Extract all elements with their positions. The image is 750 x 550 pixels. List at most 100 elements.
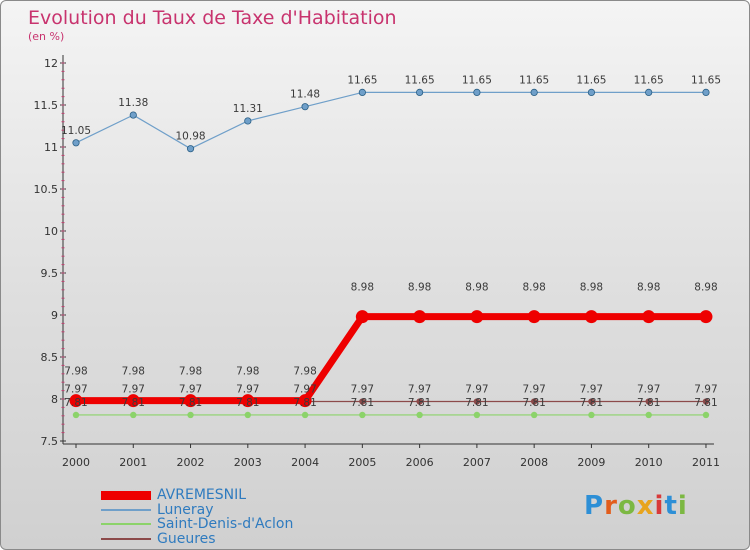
data-label-luneray: 11.65 <box>576 74 606 86</box>
data-point-gueures <box>416 398 423 405</box>
data-label-saint-denis-d-aclon: 7.81 <box>522 397 545 409</box>
y-tick-label: 11.5 <box>34 99 59 112</box>
data-point-luneray <box>645 88 653 97</box>
x-tick-label: 2009 <box>577 456 605 469</box>
data-point-saint-denis-d-aclon <box>473 411 481 419</box>
data-label-luneray: 10.98 <box>176 131 206 143</box>
legend-swatch <box>101 523 151 526</box>
data-label-luneray: 11.38 <box>118 97 148 109</box>
legend-swatch <box>101 490 151 500</box>
data-point-saint-denis-d-aclon <box>301 411 309 419</box>
data-label-avremesnil: 8.98 <box>351 282 374 294</box>
data-point-gueures <box>359 398 366 405</box>
data-point-avremesnil <box>642 310 656 324</box>
data-point-avremesnil <box>355 310 369 324</box>
data-label-saint-denis-d-aclon: 7.81 <box>64 397 87 409</box>
y-tick-label: 8.5 <box>41 351 59 364</box>
data-label-gueures: 7.97 <box>465 384 488 396</box>
data-label-gueures: 7.97 <box>694 384 717 396</box>
logo-letter: i <box>654 491 665 521</box>
data-label-saint-denis-d-aclon: 7.81 <box>694 397 717 409</box>
data-label-saint-denis-d-aclon: 7.81 <box>351 397 374 409</box>
data-point-saint-denis-d-aclon <box>130 411 137 419</box>
data-label-avremesnil: 8.98 <box>694 282 717 294</box>
y-tick-label: 10 <box>44 225 58 238</box>
data-label-avremesnil: 7.98 <box>236 366 259 378</box>
data-point-luneray <box>244 117 252 125</box>
data-label-gueures: 7.97 <box>236 384 259 396</box>
data-point-saint-denis-d-aclon <box>359 411 366 419</box>
data-label-saint-denis-d-aclon: 7.81 <box>293 397 316 409</box>
data-label-avremesnil: 8.98 <box>637 282 660 294</box>
legend-swatch <box>101 537 151 540</box>
data-point-luneray <box>358 88 366 97</box>
y-tick-label: 9 <box>51 309 58 322</box>
legend-item-saint-denis-d-aclon: Saint-Denis-d'Aclon <box>101 517 293 532</box>
x-tick-label: 2003 <box>234 456 262 469</box>
data-label-saint-denis-d-aclon: 7.81 <box>236 397 259 409</box>
data-label-gueures: 7.97 <box>64 384 87 396</box>
legend-label: Saint-Denis-d'Aclon <box>157 516 294 533</box>
logo-letter: r <box>604 491 618 521</box>
y-tick-label: 8 <box>51 393 58 406</box>
data-label-avremesnil: 7.98 <box>122 366 145 378</box>
chart-subtitle: (en %) <box>28 30 65 43</box>
x-tick-label: 2005 <box>348 456 376 469</box>
data-label-saint-denis-d-aclon: 7.81 <box>465 397 488 409</box>
chart-axes: 7.5 8 8.5 9 9.5 10 10.5 11 11.5 12 2000 2001 2002 200… <box>34 55 720 469</box>
x-tick-label: 2002 <box>177 456 205 469</box>
data-point-gueures <box>588 398 595 405</box>
logo-letter: i <box>677 491 688 521</box>
legend-item-gueures: Gueures <box>101 532 293 547</box>
data-point-luneray <box>530 88 538 97</box>
data-point-saint-denis-d-aclon <box>530 411 538 419</box>
data-point-saint-denis-d-aclon <box>416 411 423 419</box>
x-tick-label: 2000 <box>62 456 90 469</box>
series-line-luneray <box>75 91 706 150</box>
data-point-luneray <box>587 88 596 97</box>
data-label-luneray: 11.65 <box>405 74 435 86</box>
data-point-avremesnil <box>184 394 198 408</box>
legend-label: Gueures <box>157 530 216 547</box>
x-tick-label: 2010 <box>635 456 663 469</box>
data-label-avremesnil: 8.98 <box>408 282 431 294</box>
y-tick-label: 11 <box>44 141 58 154</box>
data-point-gueures <box>702 398 710 405</box>
data-label-saint-denis-d-aclon: 7.81 <box>122 397 145 409</box>
proxiti-logo: Proxiti <box>584 491 688 521</box>
legend-label: AVREMESNIL <box>157 487 247 504</box>
data-label-gueures: 7.97 <box>122 384 145 396</box>
data-point-gueures <box>473 398 481 405</box>
data-point-gueures <box>645 398 652 405</box>
data-label-gueures: 7.97 <box>580 384 603 396</box>
data-point-luneray <box>129 111 137 119</box>
data-point-saint-denis-d-aclon <box>588 411 595 419</box>
y-tick-label: 12 <box>44 57 58 70</box>
data-label-luneray: 11.31 <box>233 103 263 115</box>
data-label-gueures: 7.97 <box>351 384 374 396</box>
data-point-saint-denis-d-aclon <box>187 411 194 419</box>
data-label-gueures: 7.97 <box>293 384 316 396</box>
data-point-avremesnil <box>298 394 312 408</box>
data-label-avremesnil: 8.98 <box>465 282 488 294</box>
legend-swatch <box>101 508 151 511</box>
data-point-avremesnil <box>69 394 83 408</box>
data-point-saint-denis-d-aclon <box>702 411 710 419</box>
logo-letter: P <box>584 491 605 521</box>
data-label-gueures: 7.97 <box>637 384 660 396</box>
data-point-avremesnil <box>584 310 598 324</box>
data-label-saint-denis-d-aclon: 7.81 <box>179 397 202 409</box>
chart-series <box>69 88 713 419</box>
data-point-avremesnil <box>413 310 427 324</box>
data-label-luneray: 11.48 <box>290 89 320 101</box>
x-tick-label: 2011 <box>692 456 720 469</box>
logo-letter: o <box>617 491 637 521</box>
data-label-gueures: 7.97 <box>179 384 202 396</box>
y-tick-label: 7.5 <box>41 435 59 448</box>
data-label-saint-denis-d-aclon: 7.81 <box>580 397 603 409</box>
data-label-luneray: 11.65 <box>634 74 664 86</box>
x-tick-label: 2001 <box>119 456 147 469</box>
chart-data-labels: 7.81 7.81 7.81 7.81 7.81 7.81 7.81 7.81 7.81 7.81… <box>61 74 721 409</box>
legend-label: Luneray <box>157 501 214 518</box>
